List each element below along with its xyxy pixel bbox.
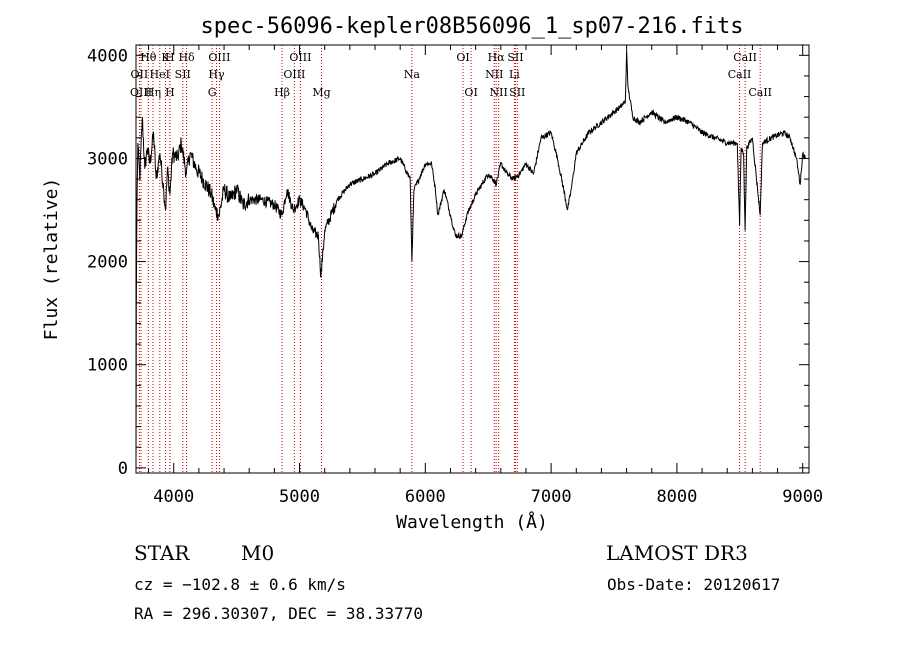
x-axis-ticks: 4000 5000 6000 7000 8000 9000 [148,45,823,507]
spectral-line-label: SII [507,51,523,64]
spectral-line-label: OIII [289,51,311,64]
obs-date: Obs-Date: 20120617 [607,575,780,594]
chart-title: spec-56096-kepler08B56096_1_sp07-216.fit… [200,14,743,39]
x-tick-label: 4000 [153,487,194,507]
spectral-line-label: SII [509,86,525,99]
spectral-line-label: Mg [312,86,330,99]
spectral-line-label: H [165,51,175,64]
spectral-line-label: CaII [733,51,757,64]
y-axis-label: Flux (relative) [41,178,62,341]
spectral-line-label: Na [404,68,421,81]
plot-frame [135,44,810,474]
x-tick-label: 7000 [531,487,572,507]
spectral-line-label: OIII [208,51,230,64]
spectral-line-label: SII [175,68,191,81]
y-tick-label: 4000 [87,46,128,66]
spectral-line-label: G [208,86,217,99]
spectrum-series-line [135,50,806,468]
spectral-line-label: Hη [145,86,161,99]
x-axis-label: Wavelength (Å) [396,511,548,533]
spectral-line-label: CaII [728,68,752,81]
spectral-line-label: CaII [748,86,772,99]
spectral-line-label: Hγ [208,68,225,81]
spectral-line-label: NII [485,68,503,81]
spectral-line-label: Hβ [274,86,290,99]
y-tick-label: 3000 [87,149,128,169]
y-tick-label: 1000 [87,356,128,376]
spectral-line-label: Hθ [140,51,157,64]
spectral-line-label: Li [509,68,520,81]
spectral-line-label: OII [131,68,149,81]
redshift-info: cz = −102.8 ± 0.6 km/s [134,575,346,594]
spectral-line-label: NII [490,86,508,99]
y-tick-label: 2000 [87,253,128,273]
x-tick-label: 8000 [656,487,697,507]
survey-name: LAMOST DR3 [606,541,748,565]
spectral-line-label: OI [456,51,469,64]
x-tick-label: 5000 [279,487,320,507]
spectral-line-label: OIII [283,68,305,81]
spectral-line-label: H [165,86,175,99]
y-axis-ticks: 0 1000 2000 3000 4000 [87,46,809,479]
x-tick-label: 9000 [782,487,823,507]
y-tick-label: 0 [118,459,128,479]
spectral-line-label: OI [464,86,477,99]
object-subclass: M0 [241,541,274,565]
spectral-line-label: HeI [150,68,170,81]
x-tick-label: 6000 [405,487,446,507]
object-class: STAR [134,541,190,565]
spectral-line-label: Hα [488,51,506,64]
coordinates: RA = 296.30307, DEC = 38.33770 [134,604,423,623]
spectral-line-markers [138,45,761,473]
spectral-line-label: K [161,51,170,64]
spectral-line-label: Hδ [178,51,195,64]
